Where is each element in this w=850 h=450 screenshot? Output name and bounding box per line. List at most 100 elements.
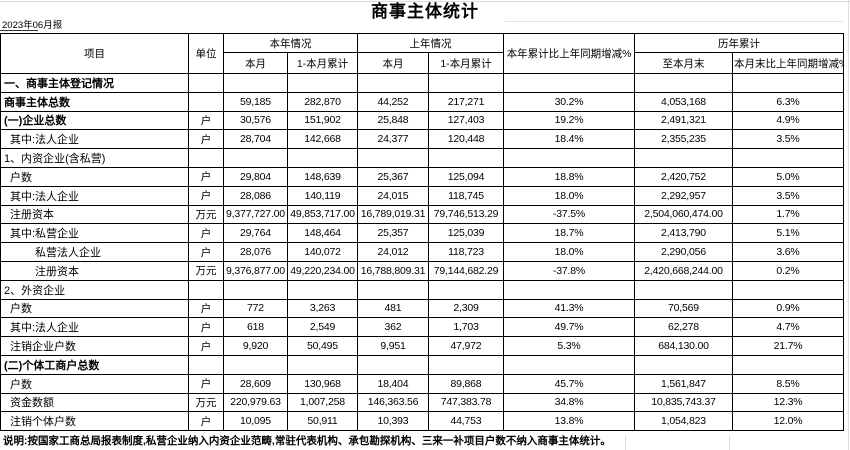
row-value: 5.3% [503, 336, 635, 356]
row-unit: 户 [188, 317, 224, 338]
row-value: 362 [357, 317, 429, 338]
row-value [732, 148, 844, 168]
row-value: 16,789,019.31 [357, 204, 429, 225]
row-value: 3.5% [732, 129, 844, 150]
table-row: 2、外资企业 [0, 279, 844, 300]
row-value: 79,746,513.29 [428, 204, 504, 225]
row-value [732, 279, 844, 300]
row-value: 18.0% [503, 185, 635, 206]
row-label: 户数 [0, 166, 189, 187]
top-gridline [0, 1, 850, 2]
row-value: 148,464 [287, 223, 358, 244]
row-value: 13.8% [503, 411, 635, 432]
row-value: 2,504,060,474.00 [634, 204, 733, 225]
row-value: 10,835,743.37 [634, 392, 733, 413]
row-value [634, 354, 733, 375]
row-value [223, 148, 288, 168]
row-value: 2,292,957 [634, 185, 733, 206]
row-unit: 户 [188, 223, 224, 244]
table-body: 一、商事主体登记情况 商事主体总数 59,185 282,870 44,252 217,2… [0, 73, 844, 432]
footer-gridline-2 [729, 436, 730, 450]
row-value: 29,804 [223, 166, 288, 187]
row-value: 481 [357, 298, 429, 319]
row-unit: 户 [188, 185, 224, 206]
row-value [503, 354, 635, 375]
row-unit: 户 [188, 129, 224, 150]
row-value: 47,972 [428, 336, 504, 356]
row-value: 44,252 [357, 91, 429, 112]
row-value: 127,403 [428, 110, 504, 131]
row-value [357, 73, 429, 93]
row-value: -37.5% [503, 204, 635, 225]
row-label: 1、内资企业(含私营) [0, 148, 189, 168]
col-group-historical: 历年累计 [634, 33, 844, 53]
col-header-to-month-end: 至本月末 [634, 52, 733, 74]
report-period: 2023年06月报 [2, 20, 63, 31]
row-value [287, 73, 358, 93]
row-value: 5.0% [732, 166, 844, 187]
row-label: 一、商事主体登记情况 [0, 73, 189, 93]
row-value: 41.3% [503, 298, 635, 319]
col-header-last-year-cumulative: 1-本月累计 [428, 52, 504, 74]
row-value [287, 279, 358, 300]
row-value: 125,039 [428, 223, 504, 244]
table-row: 户数户 28,609 130,968 18,404 89,868 45.7% 1,561,8… [0, 373, 844, 394]
row-label: 注销企业户数 [0, 336, 189, 356]
row-value: 34.8% [503, 392, 635, 413]
row-label: (一)企业总数 [0, 110, 189, 131]
table-row: 注册资本 万元 9,376,877.00 49,220,234.00 16,788,80… [0, 260, 844, 281]
row-value: 220,979.63 [223, 392, 288, 413]
row-value: 49.7% [503, 317, 635, 338]
row-value: 3,263 [287, 298, 358, 319]
col-group-this-year: 本年情况 [223, 33, 358, 53]
row-value [503, 279, 635, 300]
row-value [634, 73, 733, 93]
row-value: 3.5% [732, 185, 844, 206]
table-footnote: 说明:按国家工商总局报表制度,私营企业纳入内资企业范畴,常驻代表机构、承包勘探机… [3, 435, 611, 448]
row-value: 18.7% [503, 223, 635, 244]
col-header-month-end-change: 本月末比上年同期增减% [732, 52, 844, 74]
row-value: 8.5% [732, 373, 844, 394]
row-value: 3.6% [732, 242, 844, 262]
row-label: 注册资本 [0, 260, 189, 281]
row-value: 9,920 [223, 336, 288, 356]
row-value: 5.1% [732, 223, 844, 244]
table-row: 一、商事主体登记情况 [0, 73, 844, 93]
table-row: 资金数额 万元 220,979.63 1,007,258 146,363.56 747,3… [0, 392, 844, 413]
row-value: 30.2% [503, 91, 635, 112]
table-row: 私营法人企业户 28,076 140,072 24,012 118,723 18.0% 2,… [0, 242, 844, 262]
row-value [732, 73, 844, 93]
row-value: 772 [223, 298, 288, 319]
row-value [357, 279, 429, 300]
row-value: 2,420,752 [634, 166, 733, 187]
col-header-this-year-cumulative: 1-本月累计 [287, 52, 358, 74]
table-row: 其中:法人企业户 28,086 140,119 24,015 118,745 18.0% 2… [0, 185, 844, 206]
row-value [503, 73, 635, 93]
row-value: 125,094 [428, 166, 504, 187]
row-value: 140,072 [287, 242, 358, 262]
row-value [428, 148, 504, 168]
row-value: 2,549 [287, 317, 358, 338]
row-value [223, 279, 288, 300]
table-row: 其中:私营企业户 29,764 148,464 25,357 125,039 18.7% 2… [0, 223, 844, 244]
row-value: 18,404 [357, 373, 429, 394]
table-row: 1、内资企业(含私营) [0, 148, 844, 168]
row-unit: 户 [188, 166, 224, 187]
row-value: 24,012 [357, 242, 429, 262]
row-value: 18.4% [503, 129, 635, 150]
row-value: 146,363.56 [357, 392, 429, 413]
row-value: 618 [223, 317, 288, 338]
table-row: 户数户 772 3,263 481 2,309 41.3% 70,569 0.9% [0, 298, 844, 319]
row-value: 282,870 [287, 91, 358, 112]
row-value: 12.0% [732, 411, 844, 432]
row-value: 1,561,847 [634, 373, 733, 394]
row-value: -37.8% [503, 260, 635, 281]
period-underline [0, 30, 38, 31]
row-value: 684,130.00 [634, 336, 733, 356]
row-label: (二)个体工商户总数 [0, 354, 189, 375]
table-row: 商事主体总数 59,185 282,870 44,252 217,271 30.2% 4,0… [0, 91, 844, 112]
row-value: 28,609 [223, 373, 288, 394]
table-row: 注销个体户数户 10,095 50,911 10,393 44,753 13.8% 1,05… [0, 411, 844, 432]
row-value: 10,393 [357, 411, 429, 432]
row-value [223, 73, 288, 93]
